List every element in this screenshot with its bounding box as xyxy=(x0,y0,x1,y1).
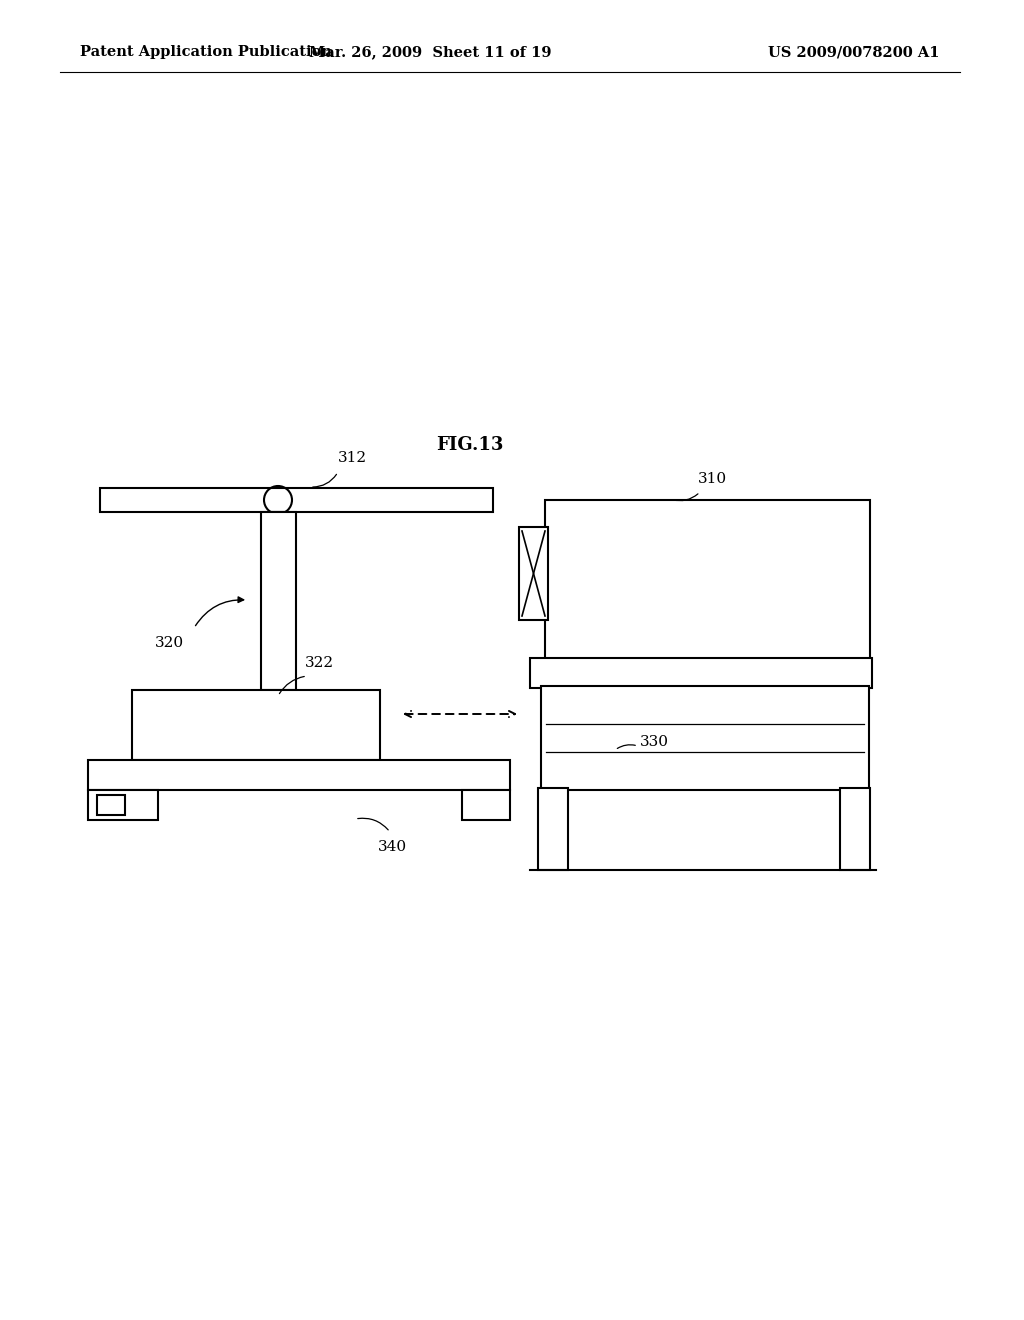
Bar xyxy=(519,527,548,620)
Text: 330: 330 xyxy=(640,735,669,748)
Bar xyxy=(462,789,510,820)
Bar xyxy=(100,488,493,512)
Bar xyxy=(545,500,870,660)
Bar xyxy=(88,760,510,789)
Bar xyxy=(541,686,869,789)
Text: 320: 320 xyxy=(155,636,184,649)
Bar xyxy=(269,512,287,521)
Bar xyxy=(840,788,870,870)
Bar xyxy=(261,512,296,690)
Bar xyxy=(538,788,568,870)
Bar xyxy=(88,789,158,820)
Text: 340: 340 xyxy=(378,840,407,854)
Text: US 2009/0078200 A1: US 2009/0078200 A1 xyxy=(768,45,940,59)
Text: 312: 312 xyxy=(338,451,368,465)
Text: 310: 310 xyxy=(698,473,727,486)
Text: Patent Application Publication: Patent Application Publication xyxy=(80,45,332,59)
Bar xyxy=(132,690,380,760)
Bar xyxy=(97,795,125,814)
Text: FIG.13: FIG.13 xyxy=(436,436,504,454)
Bar xyxy=(530,657,872,688)
Text: Mar. 26, 2009  Sheet 11 of 19: Mar. 26, 2009 Sheet 11 of 19 xyxy=(309,45,551,59)
Text: 322: 322 xyxy=(305,656,334,671)
